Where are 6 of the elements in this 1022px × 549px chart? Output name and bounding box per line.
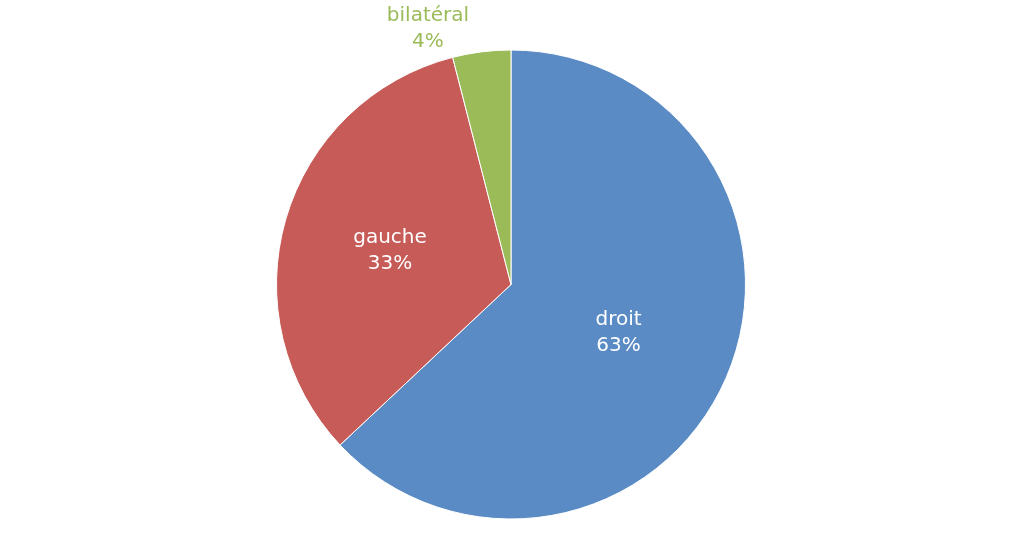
- data-label: 4%: [412, 28, 444, 53]
- slice-label: gauche: [353, 224, 427, 249]
- slice-label: droit: [595, 306, 642, 331]
- data-label: 63%: [596, 332, 641, 357]
- slice-label: bilatéral: [386, 2, 470, 27]
- data-label: 33%: [367, 250, 413, 275]
